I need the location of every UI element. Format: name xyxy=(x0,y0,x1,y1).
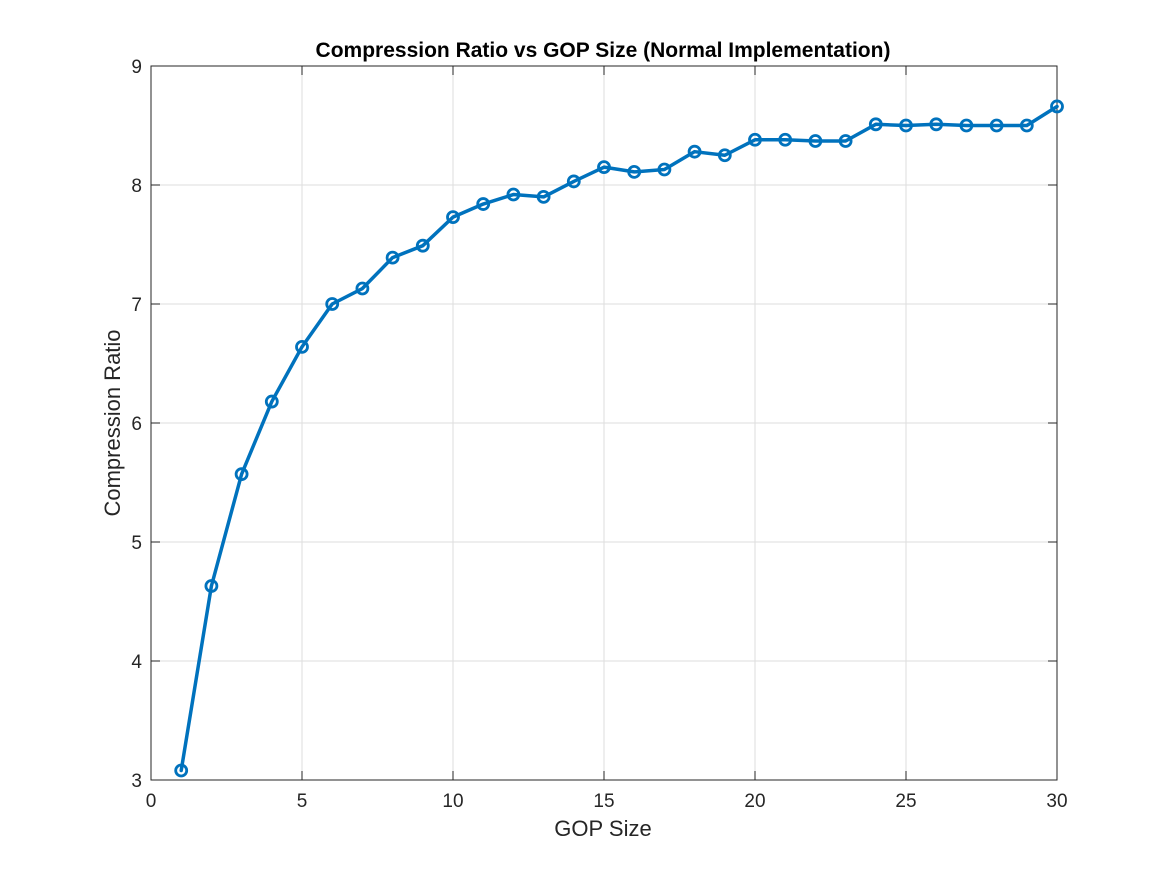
data-point xyxy=(687,144,702,159)
x-tick-label: 0 xyxy=(146,791,157,812)
y-tick-label: 6 xyxy=(131,414,142,435)
chart-title: Compression Ratio vs GOP Size (Normal Im… xyxy=(316,39,891,62)
data-point xyxy=(1019,118,1034,133)
y-tick-label: 8 xyxy=(131,176,142,197)
x-tick-label: 15 xyxy=(593,791,614,812)
data-series xyxy=(174,99,1064,778)
data-point xyxy=(385,250,400,265)
data-point xyxy=(899,118,913,133)
y-tick-label: 9 xyxy=(131,57,142,78)
y-tick-label: 3 xyxy=(131,771,142,792)
y-tick-label: 7 xyxy=(131,295,142,316)
data-point xyxy=(657,162,672,177)
x-axis-label: GOP Size xyxy=(554,816,651,841)
data-point xyxy=(355,281,370,296)
data-point xyxy=(446,210,460,225)
data-point xyxy=(808,134,823,148)
data-point xyxy=(174,763,189,778)
data-point xyxy=(717,148,732,163)
data-point xyxy=(989,118,1004,133)
x-tick-label: 10 xyxy=(442,791,463,812)
y-axis-label: Compression Ratio xyxy=(100,329,125,516)
x-tick-label: 20 xyxy=(744,791,765,812)
data-point xyxy=(929,117,944,132)
data-point xyxy=(476,197,491,211)
data-point xyxy=(597,160,611,175)
x-tick-label: 30 xyxy=(1046,791,1067,812)
data-point xyxy=(566,174,581,189)
y-tick-label: 4 xyxy=(131,652,142,673)
x-tick-label: 5 xyxy=(297,791,308,812)
data-point xyxy=(506,187,521,202)
tick-labels: 0 5 10 15 20 25 30 3 4 5 6 7 8 9 xyxy=(131,57,1067,812)
data-point xyxy=(415,238,430,253)
data-point xyxy=(868,117,883,132)
data-point xyxy=(536,189,551,204)
data-point xyxy=(627,165,642,179)
tick-marks xyxy=(150,65,1058,781)
y-tick-label: 5 xyxy=(131,533,142,554)
x-tick-label: 25 xyxy=(895,791,916,812)
data-point xyxy=(264,394,279,409)
grid xyxy=(151,66,1057,780)
data-point xyxy=(234,467,249,482)
data-point xyxy=(1050,99,1064,114)
data-point xyxy=(838,134,853,148)
data-point xyxy=(295,339,309,354)
data-point xyxy=(325,297,340,311)
data-point xyxy=(959,118,974,133)
data-point xyxy=(778,132,793,147)
data-point xyxy=(204,579,219,593)
data-point xyxy=(748,132,762,147)
